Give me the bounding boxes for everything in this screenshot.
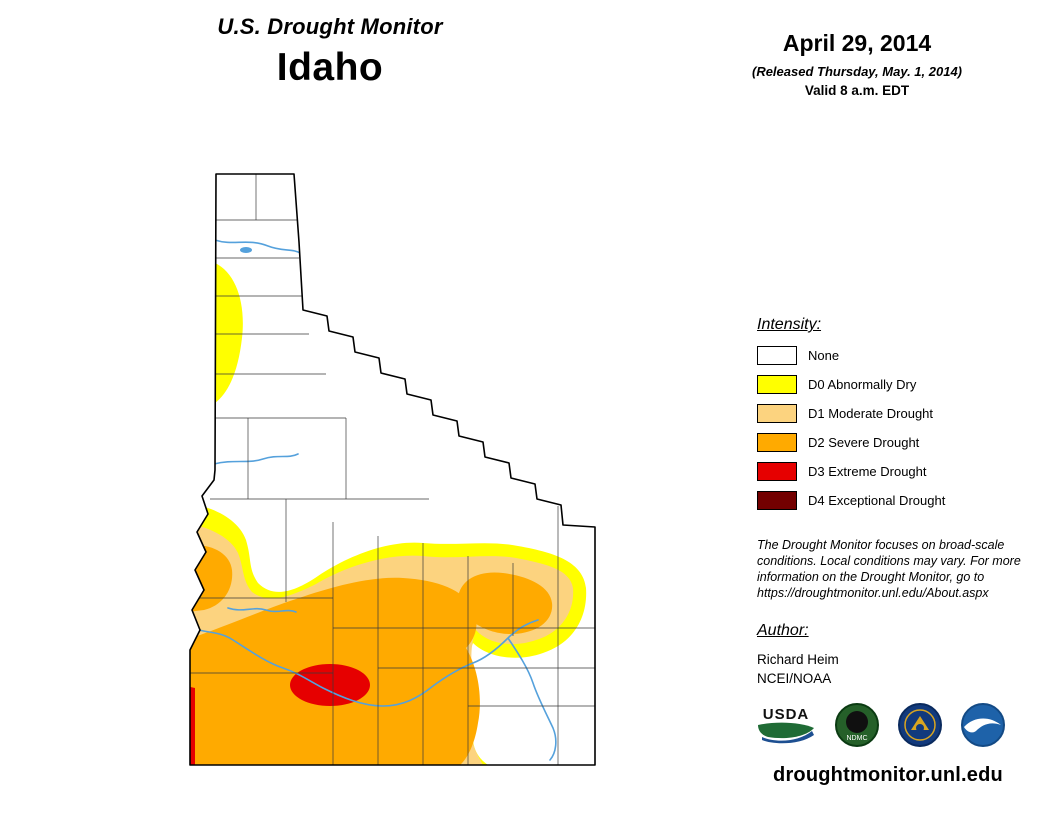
legend-swatch-none bbox=[757, 346, 797, 365]
noaa-logo bbox=[960, 702, 1006, 753]
legend-label-d3: D3 Extreme Drought bbox=[808, 464, 927, 479]
legend-swatch-d2 bbox=[757, 433, 797, 452]
author-organization: NCEI/NOAA bbox=[757, 671, 832, 686]
intensity-legend: Intensity: None D0 Abnormally Dry D1 Mod… bbox=[757, 316, 1037, 520]
legend-item-d3: D3 Extreme Drought bbox=[757, 462, 1037, 481]
legend-item-d1: D1 Moderate Drought bbox=[757, 404, 1037, 423]
ndmc-logo: NDMC bbox=[834, 702, 880, 753]
legend-label-d2: D2 Severe Drought bbox=[808, 435, 920, 450]
valid-time: Valid 8 a.m. EDT bbox=[804, 83, 910, 98]
author-name: Richard Heim bbox=[757, 652, 839, 667]
legend-item-d0: D0 Abnormally Dry bbox=[757, 375, 1037, 394]
legend-label-d1: D1 Moderate Drought bbox=[808, 406, 934, 421]
site-url: droughtmonitor.unl.edu bbox=[773, 764, 1003, 786]
legend-label-d0: D0 Abnormally Dry bbox=[808, 377, 917, 392]
agency-logos: USDA NDMC bbox=[755, 702, 1006, 753]
state-outline bbox=[189, 173, 596, 766]
legend-swatch-d4 bbox=[757, 491, 797, 510]
legend-label-none: None bbox=[808, 348, 840, 363]
usda-swoosh-icon bbox=[758, 722, 814, 743]
ndmc-logo-text: NDMC bbox=[847, 735, 868, 742]
release-date: (Released Thursday, May. 1, 2014) bbox=[751, 64, 963, 79]
legend-heading: Intensity: bbox=[757, 316, 822, 333]
report-title: U.S. Drought Monitor bbox=[217, 14, 443, 39]
usda-logo: USDA bbox=[755, 707, 817, 749]
doc-seal-icon bbox=[898, 703, 942, 747]
legend-swatch-d1 bbox=[757, 404, 797, 423]
legend-item-none: None bbox=[757, 346, 1037, 365]
noaa-logo-icon bbox=[961, 703, 1005, 747]
idaho-drought-map bbox=[186, 166, 604, 770]
legend-swatch-d0 bbox=[757, 375, 797, 394]
header-title-block: U.S. Drought Monitor Idaho bbox=[140, 14, 520, 90]
lake bbox=[240, 247, 252, 253]
report-date: April 29, 2014 bbox=[782, 30, 932, 56]
rivers bbox=[190, 239, 557, 761]
author-heading: Author: bbox=[757, 622, 809, 639]
usda-logo-text: USDA bbox=[762, 705, 810, 723]
disclaimer-text: The Drought Monitor focuses on broad-sca… bbox=[757, 538, 1021, 600]
header-date-block: April 29, 2014 (Released Thursday, May. … bbox=[732, 30, 982, 98]
idaho-map-svg bbox=[189, 173, 596, 766]
legend-swatch-d3 bbox=[757, 462, 797, 481]
region-name: Idaho bbox=[276, 46, 384, 89]
legend-item-d4: D4 Exceptional Drought bbox=[757, 491, 1037, 510]
doc-seal-logo bbox=[897, 702, 943, 753]
legend-label-d4: D4 Exceptional Drought bbox=[808, 493, 946, 508]
ndmc-logo-icon: NDMC bbox=[835, 703, 879, 747]
author-block: Author: Richard Heim NCEI/NOAA bbox=[757, 622, 1007, 686]
county-borders bbox=[190, 174, 595, 765]
legend-item-d2: D2 Severe Drought bbox=[757, 433, 1037, 452]
d2-severe-drought-area bbox=[190, 545, 553, 765]
